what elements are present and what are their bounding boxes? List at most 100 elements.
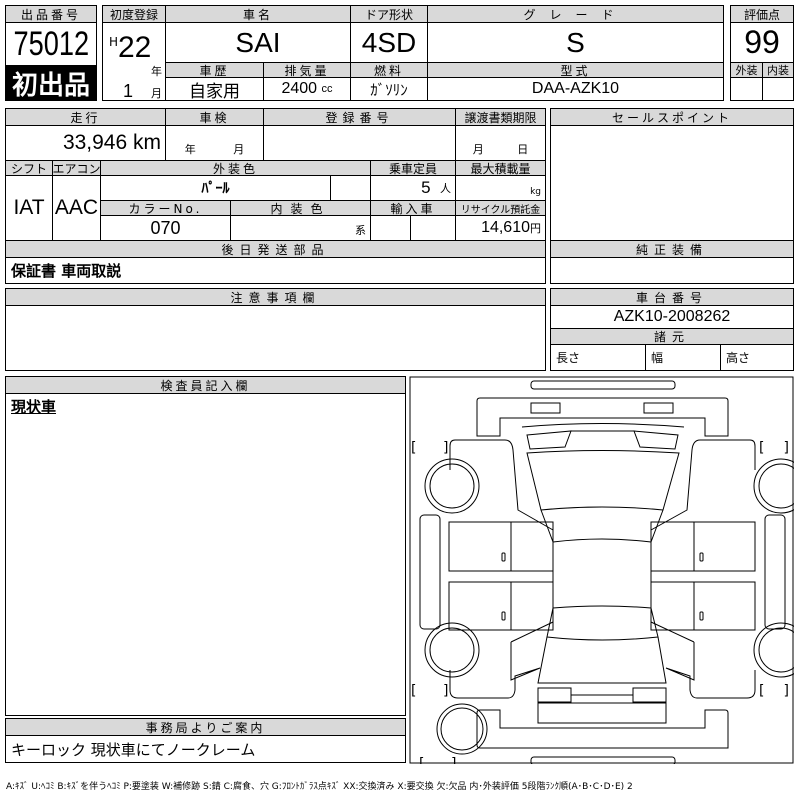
interior-score	[762, 77, 794, 101]
score-label: 評価点	[730, 5, 794, 23]
import-label: 輸入車	[370, 200, 456, 216]
door-type: 4SD	[350, 22, 428, 63]
ext-color-extra	[330, 175, 371, 201]
rear-panel	[537, 702, 667, 724]
mileage: 33,946 km	[5, 125, 166, 161]
tire-front-right	[753, 458, 794, 514]
later-parts-label: 後日発送部品	[5, 240, 546, 258]
taillight-left	[537, 687, 572, 703]
headlight-left	[530, 402, 561, 414]
rear-bumper-strip	[530, 756, 676, 764]
trunk	[537, 636, 667, 684]
left-rear-fender	[449, 621, 554, 699]
aircon: AAC	[52, 175, 101, 241]
ext-color: ﾊﾟｰﾙ	[100, 175, 331, 201]
capacity: 5 人	[370, 175, 456, 201]
transfer-deadline: 月日	[455, 125, 546, 161]
handle	[501, 552, 506, 562]
notes	[5, 305, 546, 371]
svg-text:]: ]	[784, 683, 789, 699]
mileage-label: 走行	[5, 108, 166, 126]
office-notice: キーロック 現状車にてノークレーム	[5, 735, 406, 763]
transfer-label: 譲渡書類期限	[455, 108, 546, 126]
left-side-sill	[419, 514, 441, 630]
chassis-number: AZK10-2008262	[550, 305, 794, 329]
notes-label: 注意事項欄	[5, 288, 546, 306]
right-front-door	[650, 521, 756, 572]
sales-point	[550, 125, 794, 241]
sales-point-label: セールスポイント	[550, 108, 794, 126]
import-cell-2	[410, 215, 456, 241]
int-color-label: 内装色	[230, 200, 371, 216]
svg-text:]: ]	[784, 440, 789, 456]
color-no: 070	[100, 215, 231, 241]
recycle-fee: 14,610 円	[455, 215, 546, 241]
first-reg-value: H 22 年 1 月	[102, 22, 166, 101]
tire-brackets: [] [] [] [] []	[411, 440, 789, 764]
shift: IAT	[5, 175, 53, 241]
history: 自家用	[165, 77, 264, 101]
spec-height: 高さ	[720, 344, 794, 371]
genuine-label: 純正装備	[550, 240, 794, 258]
lot-label: 出品番号	[5, 5, 97, 23]
right-front-fender	[650, 439, 756, 531]
front-bumper	[476, 397, 729, 437]
inspector-notes: 現状車	[5, 393, 406, 716]
capacity-label: 乗車定員	[370, 160, 456, 176]
office-label: 事務局よりご案内	[5, 718, 406, 736]
specs-label: 諸元	[550, 328, 794, 345]
a-pillar	[540, 509, 664, 543]
svg-text:]: ]	[443, 683, 448, 699]
fuel-label: 燃料	[350, 62, 428, 78]
reg-number-label: 登録番号	[263, 108, 456, 126]
exterior-score	[730, 77, 763, 101]
shift-label: シフト	[5, 160, 53, 176]
car-name-label: 車名	[165, 5, 351, 23]
first-reg-label: 初度登録	[102, 5, 166, 23]
inspection-date: 年月	[165, 125, 264, 161]
car-name: SAI	[165, 22, 351, 63]
ext-color-label: 外装色	[100, 160, 371, 176]
right-rear-door	[650, 581, 756, 631]
import-cell-1	[370, 215, 411, 241]
displacement: 2400 cc	[263, 77, 351, 101]
aircon-label: エアコン	[52, 160, 101, 176]
tire-rear-right	[753, 622, 794, 678]
int-color: 系	[230, 215, 371, 241]
max-load: kg	[455, 175, 546, 201]
svg-text:]: ]	[451, 756, 456, 764]
color-no-label: カラーNo.	[100, 200, 231, 216]
headlight-right	[643, 402, 674, 414]
windshield-top	[521, 423, 685, 450]
taillight-right	[632, 687, 667, 703]
model-code: DAA-AZK10	[427, 77, 724, 101]
inspector-label: 検査員記入欄	[5, 376, 406, 394]
left-front-fender	[449, 439, 554, 531]
tire-rear-left	[424, 622, 480, 678]
svg-text:[: [	[759, 440, 764, 456]
model-label: 型式	[427, 62, 724, 78]
recycle-label: リサイクル預託金	[455, 200, 546, 216]
reg-number	[263, 125, 456, 161]
rear-glass	[546, 607, 659, 641]
diagram-border	[409, 376, 794, 764]
history-label: 車歴	[165, 62, 264, 78]
genuine-equipment	[550, 257, 794, 284]
rear-bumper	[476, 709, 729, 749]
svg-text:[: [	[411, 683, 416, 699]
right-rear-fender	[650, 621, 756, 699]
spare-tire	[436, 703, 488, 755]
first-listing-badge: 初出品	[5, 65, 97, 101]
displacement-label: 排気量	[263, 62, 351, 78]
svg-text:[: [	[419, 756, 424, 764]
tire-front-left	[424, 458, 480, 514]
chassis-label: 車台番号	[550, 288, 794, 306]
right-side-sill	[764, 514, 786, 630]
max-load-label: 最大積載量	[455, 160, 546, 176]
legend: A:ｷｽﾞ U:ﾍｺﾐ B:ｷｽﾞを伴うﾍｺﾐ P:要塗装 W:補修跡 S:錆 …	[6, 782, 633, 792]
hood	[526, 450, 680, 511]
spec-width: 幅	[645, 344, 721, 371]
exterior-label: 外装	[730, 62, 763, 78]
score: 99	[730, 22, 794, 63]
spec-length: 長さ	[550, 344, 646, 371]
